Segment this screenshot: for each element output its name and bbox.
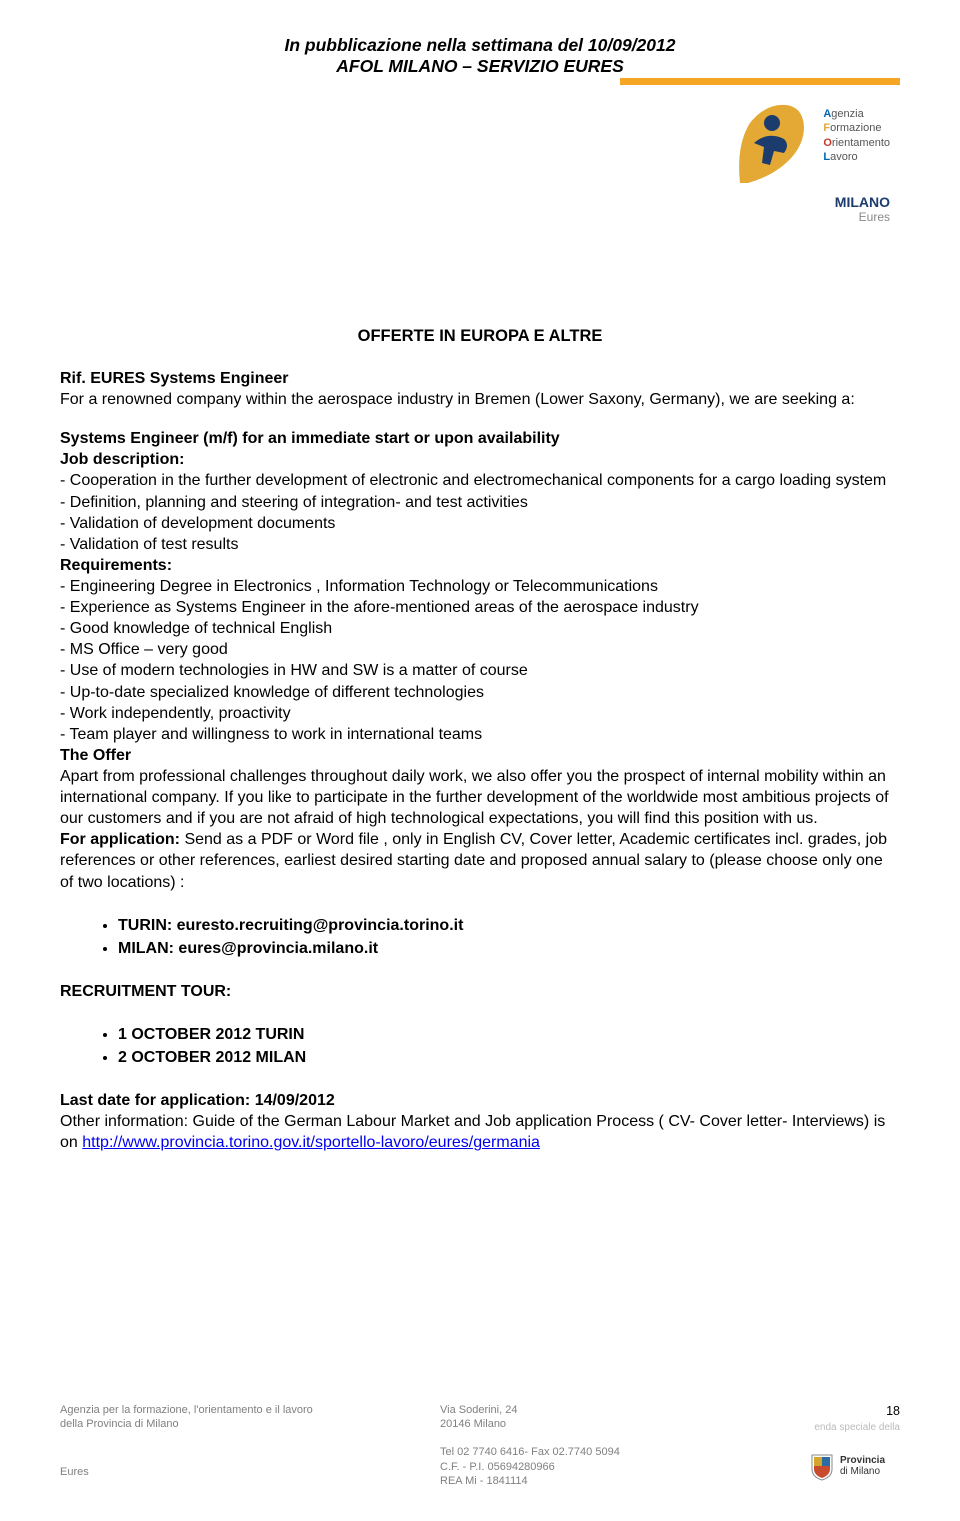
footer-address-2: 20146 Milano bbox=[440, 1417, 650, 1431]
contact-list: TURIN: euresto.recruiting@provincia.tori… bbox=[60, 914, 900, 960]
footer-agency-1: Agenzia per la formazione, l'orientament… bbox=[60, 1403, 390, 1417]
section-title: OFFERTE IN EUROPA E ALTRE bbox=[60, 327, 900, 346]
req-item: - Experience as Systems Engineer in the … bbox=[60, 597, 900, 618]
header-line-2: AFOL MILANO – SERVIZIO EURES bbox=[60, 56, 900, 77]
contact-milan: MILAN: eures@provincia.milano.it bbox=[118, 937, 900, 960]
contact-turin: TURIN: euresto.recruiting@provincia.tori… bbox=[118, 914, 900, 937]
jd-item: - Validation of development documents bbox=[60, 513, 900, 534]
other-info: Other information: Guide of the German L… bbox=[60, 1111, 900, 1153]
deadline: Last date for application: 14/09/2012 bbox=[60, 1090, 900, 1111]
provincia-logo: Provincia di Milano bbox=[810, 1438, 900, 1493]
afol-text: Agenzia Formazione Orientamento Lavoro bbox=[823, 95, 890, 164]
provincia-label: Provincia bbox=[840, 1455, 885, 1466]
footer-left: Agenzia per la formazione, l'orientament… bbox=[60, 1403, 390, 1480]
footer-cf: C.F. - P.I. 05694280966 bbox=[440, 1460, 650, 1474]
job-position: Systems Engineer (m/f) for an immediate … bbox=[60, 428, 900, 449]
tour-item: 1 OCTOBER 2012 TURIN bbox=[118, 1023, 900, 1046]
tour-list: 1 OCTOBER 2012 TURIN 2 OCTOBER 2012 MILA… bbox=[60, 1023, 900, 1069]
page-footer: Agenzia per la formazione, l'orientament… bbox=[60, 1403, 900, 1493]
recruitment-tour-label: RECRUITMENT TOUR: bbox=[60, 981, 900, 1002]
req-item: - Engineering Degree in Electronics , In… bbox=[60, 576, 900, 597]
jd-item: - Cooperation in the further development… bbox=[60, 470, 900, 491]
requirements-label: Requirements: bbox=[60, 555, 900, 576]
req-item: - Team player and willingness to work in… bbox=[60, 724, 900, 745]
other-info-link[interactable]: http://www.provincia.torino.gov.it/sport… bbox=[82, 1134, 540, 1151]
logo-eures: Eures bbox=[859, 210, 890, 224]
footer-center: Via Soderini, 24 20146 Milano Tel 02 774… bbox=[440, 1403, 650, 1488]
req-item: - Work independently, proactivity bbox=[60, 703, 900, 724]
page-number: 18 bbox=[886, 1403, 900, 1419]
accent-bar bbox=[620, 78, 900, 85]
footer-ente: enda speciale della bbox=[814, 1421, 900, 1434]
afol-icon bbox=[728, 95, 813, 190]
job-reference: Rif. EURES Systems Engineer bbox=[60, 368, 900, 389]
tour-item: 2 OCTOBER 2012 MILAN bbox=[118, 1046, 900, 1069]
footer-agency-2: della Provincia di Milano bbox=[60, 1417, 390, 1431]
req-item: - Up-to-date specialized knowledge of di… bbox=[60, 682, 900, 703]
footer-right: 18 enda speciale della Provincia di Mila… bbox=[700, 1403, 900, 1493]
application-label: For application: bbox=[60, 831, 184, 848]
logo-milano: MILANO bbox=[835, 194, 890, 210]
offer-text: Apart from professional challenges throu… bbox=[60, 766, 900, 829]
crest-icon bbox=[810, 1451, 834, 1481]
footer-tel: Tel 02 7740 6416- Fax 02.7740 5094 bbox=[440, 1445, 650, 1459]
offer-label: The Offer bbox=[60, 745, 900, 766]
req-item: - Use of modern technologies in HW and S… bbox=[60, 660, 900, 681]
footer-address-1: Via Soderini, 24 bbox=[440, 1403, 650, 1417]
application-text: Send as a PDF or Word file , only in Eng… bbox=[60, 831, 887, 890]
job-intro: For a renowned company within the aerosp… bbox=[60, 389, 900, 410]
jd-item: - Validation of test results bbox=[60, 534, 900, 555]
req-item: - Good knowledge of technical English bbox=[60, 618, 900, 639]
footer-rea: REA Mi - 1841114 bbox=[440, 1474, 650, 1488]
footer-eures: Eures bbox=[60, 1465, 390, 1479]
header-line-1: In pubblicazione nella settimana del 10/… bbox=[60, 35, 900, 56]
req-item: - MS Office – very good bbox=[60, 639, 900, 660]
page-header: In pubblicazione nella settimana del 10/… bbox=[60, 35, 900, 77]
provincia-sub: di Milano bbox=[840, 1466, 885, 1477]
jd-item: - Definition, planning and steering of i… bbox=[60, 492, 900, 513]
job-posting: Rif. EURES Systems Engineer For a renown… bbox=[60, 368, 900, 1154]
afol-logo: Agenzia Formazione Orientamento Lavoro M… bbox=[695, 95, 890, 250]
job-description-label: Job description: bbox=[60, 449, 900, 470]
application-line: For application: Send as a PDF or Word f… bbox=[60, 829, 900, 892]
